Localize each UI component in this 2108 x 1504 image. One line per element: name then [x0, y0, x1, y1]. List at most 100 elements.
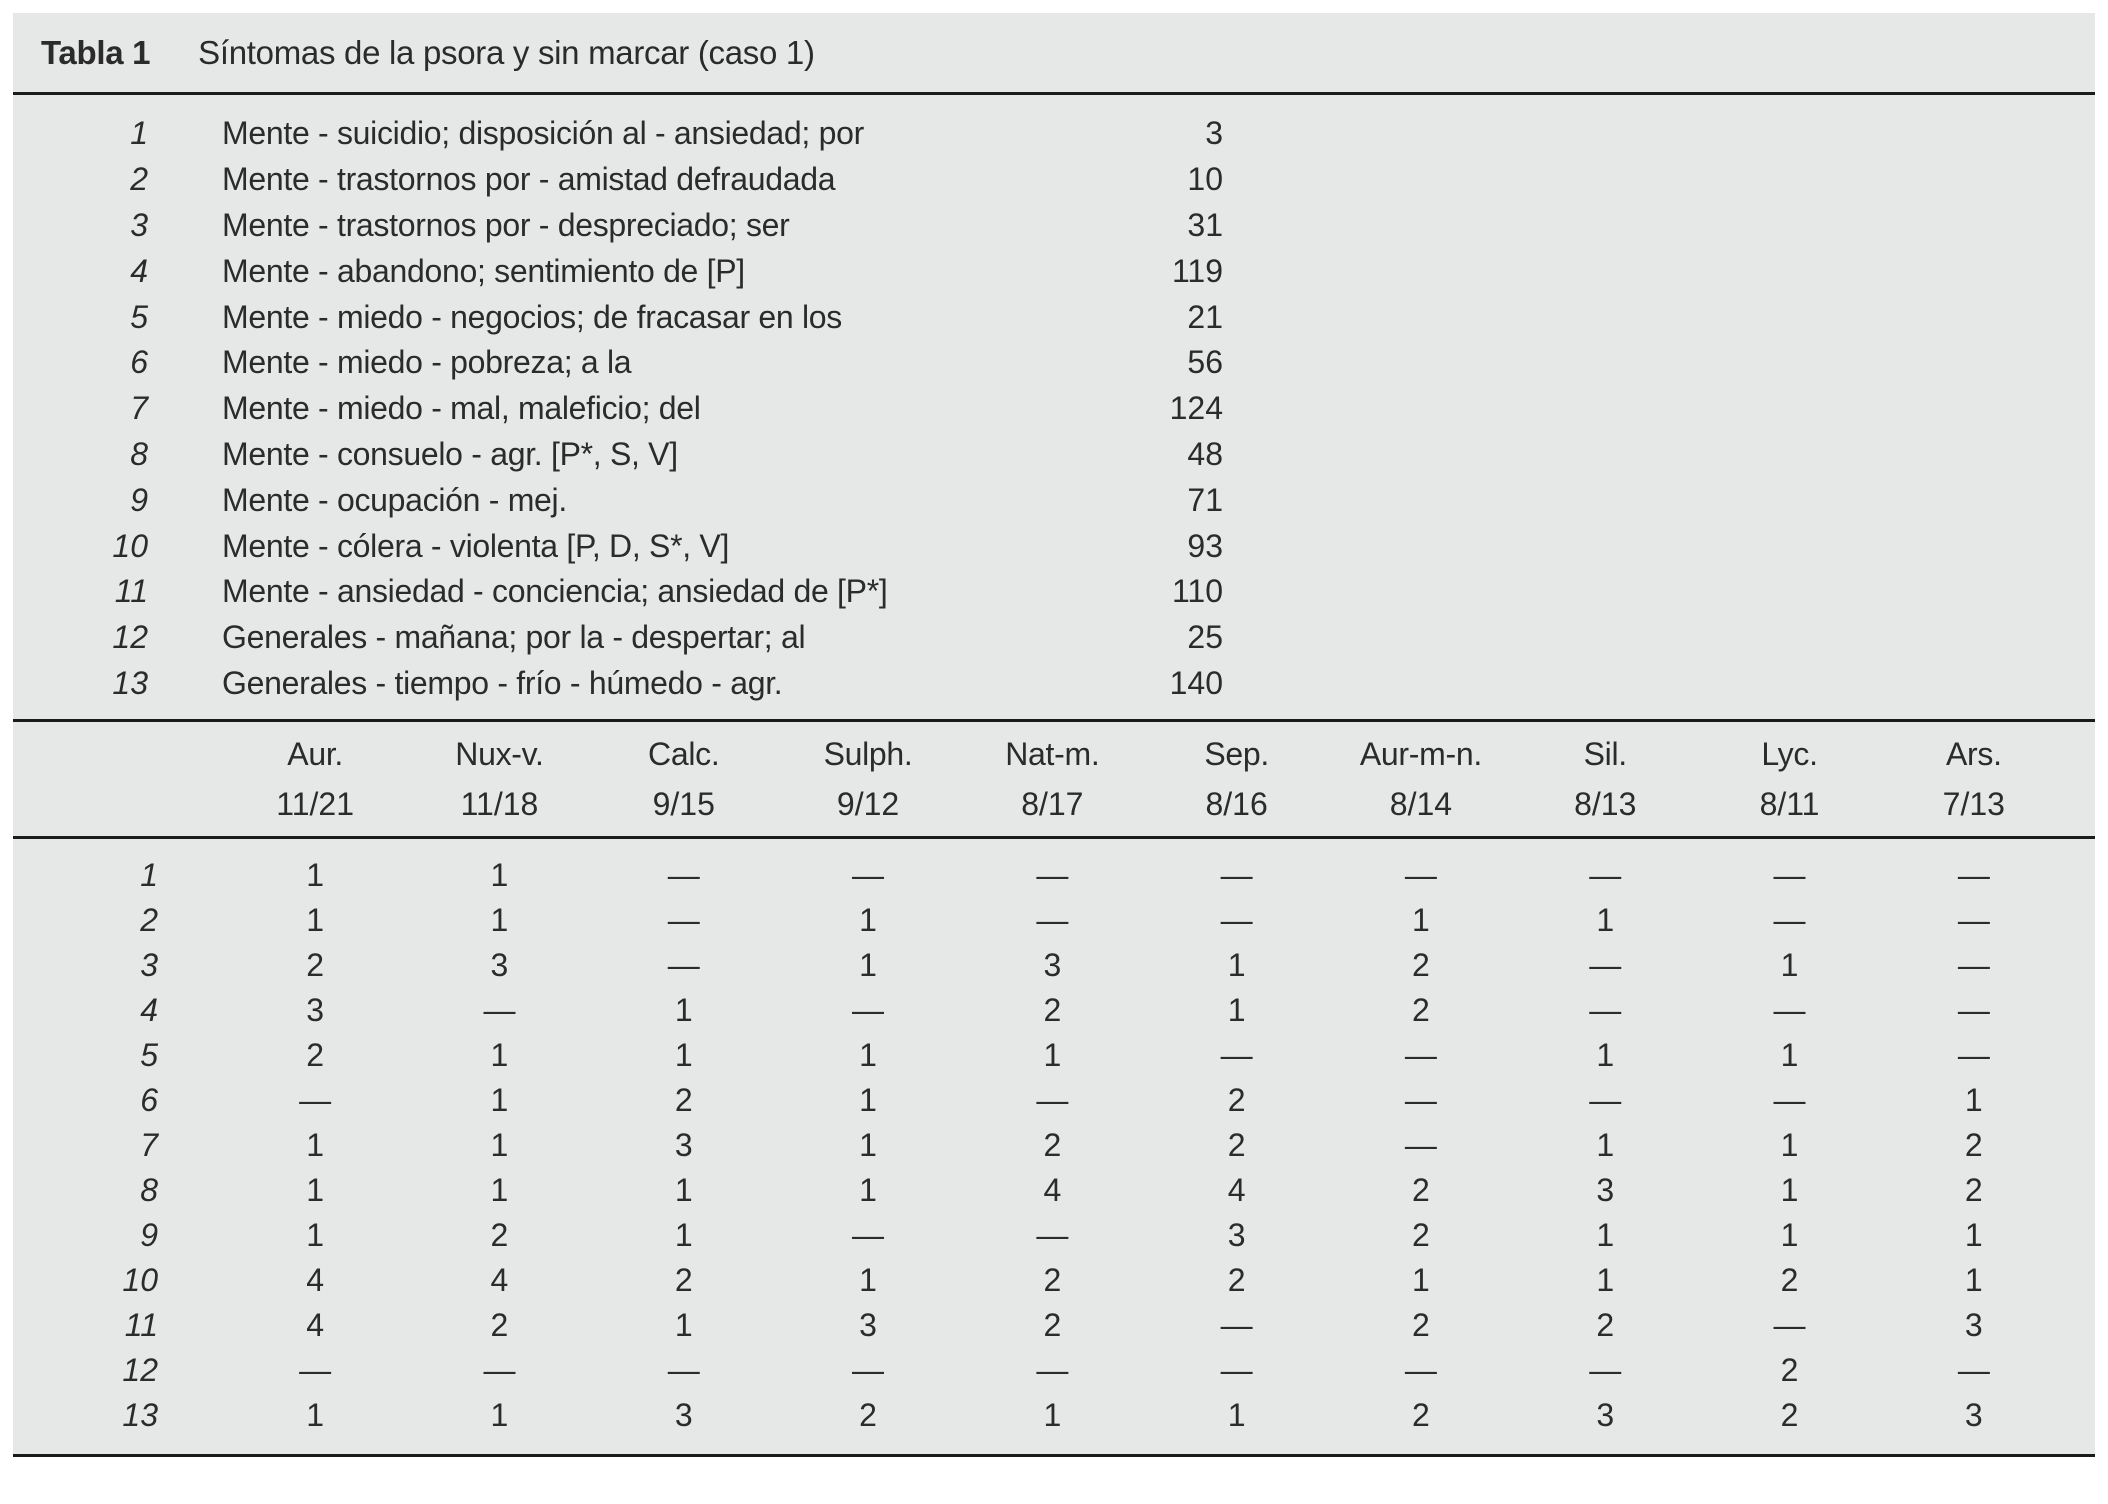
remedy-name: Nux-v.: [455, 736, 544, 773]
table-caption: Síntomas de la psora y sin marcar (caso …: [198, 33, 815, 71]
matrix-cell: 4: [1227, 1172, 1246, 1209]
matrix-cell: 2: [306, 1037, 325, 1074]
remedy-ratio: 9/12: [836, 786, 900, 823]
matrix-cell: 2: [490, 1217, 509, 1254]
symptom-row: 8 Mente - consuelo - agr. [P*, S, V] 48: [13, 432, 2095, 478]
remedy-ratio: 8/11: [1759, 786, 1820, 823]
matrix-cell: —: [1773, 1082, 1806, 1119]
matrix-cell: 3: [306, 992, 325, 1029]
matrix-cell: —: [1404, 857, 1437, 894]
symptom-row: 3 Mente - trastornos por - despreciado; s…: [13, 203, 2095, 249]
matrix-row-number: 10: [122, 1262, 158, 1299]
matrix-row: 7 1 1 3 1 2 2 — 1 1 2: [13, 1123, 2095, 1168]
matrix-cell: 3: [490, 947, 509, 984]
matrix-cell: —: [1404, 1037, 1437, 1074]
matrix-cell: —: [1404, 1082, 1437, 1119]
table-title-row: Tabla 1 Síntomas de la psora y sin marca…: [13, 13, 2095, 95]
remedy-column-header: Ars. 7/13: [1882, 728, 2066, 828]
symptom-count: 93: [1187, 527, 1223, 564]
matrix-cell: 2: [674, 1262, 693, 1299]
matrix-row: 1 1 1 — — — — — — — —: [13, 853, 2095, 898]
symptom-count: 140: [1169, 664, 1223, 701]
symptom-count: 110: [1171, 573, 1223, 610]
matrix-cell: —: [667, 1352, 700, 1389]
matrix-cell: 1: [1596, 1127, 1615, 1164]
matrix-cell: 2: [1412, 992, 1430, 1029]
matrix-cell: —: [299, 1352, 332, 1389]
symptom-text: Generales - tiempo - frío - húmedo - agr…: [222, 664, 783, 701]
matrix-cell: —: [1957, 947, 1990, 984]
matrix-cell: 2: [1780, 1397, 1799, 1434]
matrix-cell: 1: [859, 1172, 877, 1209]
symptom-count: 119: [1171, 252, 1223, 289]
matrix-row-number: 2: [140, 902, 158, 939]
matrix-row-number: 7: [140, 1127, 158, 1164]
matrix-cell: 2: [1780, 1352, 1799, 1389]
matrix-cell: —: [1036, 902, 1069, 939]
matrix-cell: 2: [1412, 1217, 1430, 1254]
matrix-cell: —: [483, 992, 516, 1029]
matrix-cell: —: [1036, 1082, 1069, 1119]
matrix-cell: 2: [1227, 1082, 1246, 1119]
matrix-cell: 3: [1043, 947, 1062, 984]
symptom-text: Mente - abandono; sentimiento de [P]: [222, 252, 745, 289]
matrix-cell: 1: [674, 1172, 693, 1209]
remedy-name: Aur.: [287, 736, 344, 773]
remedy-ratio: 9/15: [652, 786, 715, 823]
matrix-cell: —: [1036, 1217, 1069, 1254]
matrix-cell: 2: [859, 1397, 877, 1434]
matrix-cell: 1: [306, 857, 325, 894]
symptom-text: Mente - consuelo - agr. [P*, S, V]: [222, 435, 678, 472]
matrix-cell: 1: [1227, 1397, 1246, 1434]
remedy-ratio: 7/13: [1942, 786, 2005, 823]
remedy-name: Sep.: [1204, 736, 1269, 773]
matrix-cell: —: [1404, 1127, 1437, 1164]
symptom-text: Mente - cólera - violenta [P, D, S*, V]: [222, 527, 730, 564]
matrix-cell: —: [1220, 857, 1253, 894]
matrix-cell: 2: [1227, 1127, 1246, 1164]
matrix-cell: 1: [674, 1037, 693, 1074]
matrix-row: 4 3 — 1 — 2 1 2 — — —: [13, 988, 2095, 1033]
matrix-row-number: 13: [122, 1397, 158, 1434]
remedy-name: Ars.: [1945, 736, 2002, 773]
remedy-name: Calc.: [648, 736, 720, 773]
remedy-ratio: 8/14: [1389, 786, 1453, 823]
symptom-text: Mente - suicidio; disposición al - ansie…: [222, 115, 864, 152]
symptom-row: 2 Mente - trastornos por - amistad defrau…: [13, 157, 2095, 203]
matrix-cell: —: [1957, 992, 1990, 1029]
remedy-ratio: 8/17: [1021, 786, 1084, 823]
matrix-row: 8 1 1 1 1 4 4 2 3 1 2: [13, 1168, 2095, 1213]
matrix-cell: 1: [306, 1172, 325, 1209]
matrix-cell: —: [1589, 857, 1622, 894]
matrix-row: 11 4 2 1 3 2 — 2 2 — 3: [13, 1303, 2095, 1348]
remedy-column-header: Nat-m. 8/17: [960, 728, 1144, 828]
matrix-cell: 1: [1227, 992, 1246, 1029]
symptom-row: 1 Mente - suicidio; disposición al - ansi…: [13, 111, 2095, 157]
matrix-cell: 1: [859, 947, 877, 984]
symptom-row: 12 Generales - mañana; por la - despertar…: [13, 615, 2095, 661]
matrix-cell: 2: [1043, 1262, 1062, 1299]
remedy-name: Aur-m-n.: [1359, 736, 1482, 773]
matrix-cell: —: [1773, 992, 1806, 1029]
matrix-cell: 4: [306, 1307, 325, 1344]
remedy-ratio: 11/21: [276, 786, 354, 823]
symptom-row: 13 Generales - tiempo - frío - húmedo - a…: [13, 661, 2095, 707]
symptom-count: 3: [1205, 115, 1223, 152]
matrix-cell: 3: [1964, 1397, 1983, 1434]
table-card: Tabla 1 Síntomas de la psora y sin marca…: [13, 13, 2095, 1457]
symptom-count: 21: [1187, 298, 1223, 335]
matrix-cell: 1: [1412, 1262, 1430, 1299]
matrix-cell: 1: [1964, 1262, 1983, 1299]
matrix-cell: 3: [674, 1127, 693, 1164]
symptom-number: 7: [130, 390, 148, 427]
symptom-text: Mente - miedo - negocios; de fracasar en…: [222, 298, 843, 335]
symptom-text: Mente - trastornos por - amistad defraud…: [222, 161, 836, 198]
matrix-row: 13 1 1 3 2 1 1 2 3 2 3: [13, 1393, 2095, 1438]
symptom-row: 7 Mente - miedo - mal, maleficio; del 124: [13, 386, 2095, 432]
symptom-number: 13: [112, 664, 148, 701]
matrix-cell: —: [1220, 902, 1253, 939]
matrix-row: 12 — — — — — — — — 2 —: [13, 1348, 2095, 1393]
matrix-cell: 1: [490, 1397, 509, 1434]
symptom-text: Mente - trastornos por - despreciado; se…: [222, 206, 790, 243]
matrix-cell: 1: [1596, 902, 1615, 939]
